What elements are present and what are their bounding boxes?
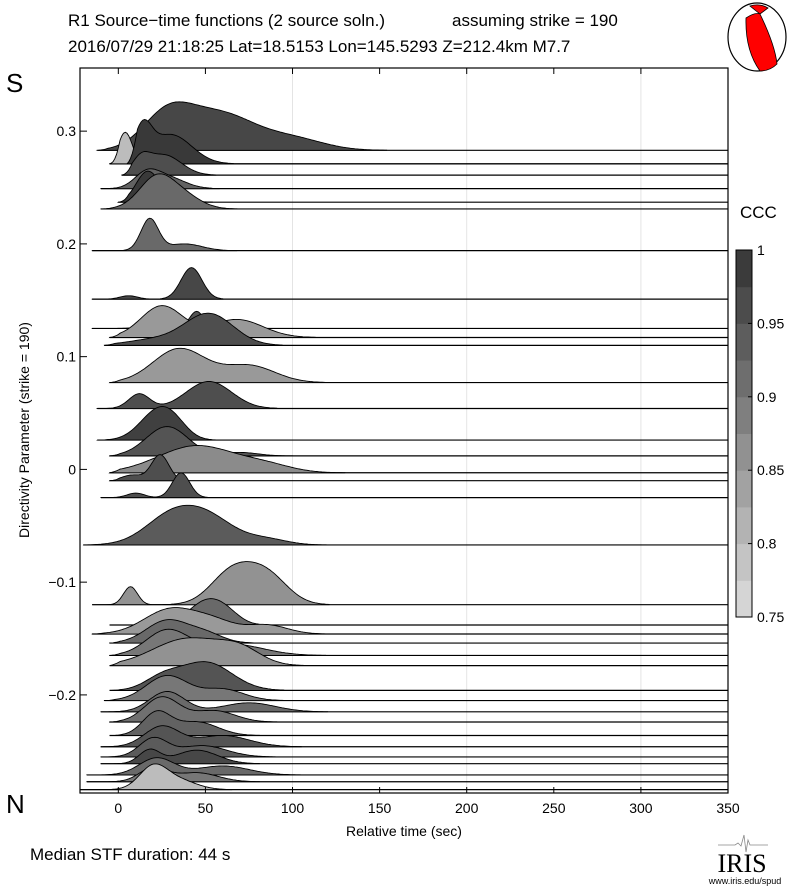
stf-trace xyxy=(108,347,728,384)
plot-frame xyxy=(79,67,729,794)
stf-trace xyxy=(103,312,728,346)
y-axis-label: Directivity Parameter (strike = 190) xyxy=(16,322,32,538)
trace-fill xyxy=(82,504,330,546)
trace-fill xyxy=(79,763,233,791)
x-tick-label: 0 xyxy=(114,800,122,816)
x-tick-label: 250 xyxy=(542,800,566,816)
x-tick-label: 150 xyxy=(368,800,392,816)
trace-fill xyxy=(108,619,259,644)
trace-fill xyxy=(121,151,217,176)
trace-fill xyxy=(91,267,224,300)
colorbar-title: CCC xyxy=(740,203,777,222)
colorbar-tick-label: 0.8 xyxy=(757,536,777,552)
stf-trace xyxy=(121,151,728,176)
chart-title-strike: assuming strike = 190 xyxy=(452,11,618,30)
trace-fill xyxy=(108,454,187,482)
beachball-icon xyxy=(727,2,787,72)
stf-trace xyxy=(100,748,728,765)
stf-trace xyxy=(109,710,728,737)
colorbar-tick-label: 1 xyxy=(757,242,765,258)
y-tick-label: 0.2 xyxy=(57,236,77,252)
north-label: N xyxy=(6,789,25,819)
y-tick-label: 0.1 xyxy=(57,349,77,365)
colorbar-band xyxy=(736,433,752,471)
stf-trace xyxy=(91,267,728,300)
x-tick-label: 300 xyxy=(629,800,653,816)
colorbar-tick-label: 0.9 xyxy=(757,389,777,405)
trace-fill xyxy=(103,674,287,701)
trace-fill xyxy=(86,757,302,776)
colorbar-frame xyxy=(735,249,753,618)
colorbar-tick-label: 0.85 xyxy=(757,462,784,478)
colorbar-band xyxy=(736,250,752,288)
colorbar-band xyxy=(736,323,752,361)
colorbar-tick-label: 0.75 xyxy=(757,609,784,625)
trace-fill xyxy=(95,381,278,409)
trace-fill xyxy=(103,312,283,346)
y-tick-label: 0.3 xyxy=(57,123,77,139)
y-tick-label: 0 xyxy=(68,461,76,477)
stf-trace xyxy=(91,217,728,252)
colorbar-band xyxy=(736,286,752,324)
colorbar-tick-label: 0.95 xyxy=(757,315,784,331)
x-tick-label: 100 xyxy=(281,800,305,816)
colorbar-band xyxy=(736,580,752,618)
median-duration: Median STF duration: 44 s xyxy=(30,845,230,864)
colorbar-band xyxy=(736,506,752,545)
colorbar-band xyxy=(736,360,752,398)
trace-fill xyxy=(100,748,260,765)
trace-fill xyxy=(91,217,238,252)
stf-trace xyxy=(103,674,728,702)
y-tick-label: −0.1 xyxy=(48,574,76,590)
stf-trace xyxy=(79,763,728,791)
colorbar-band xyxy=(736,470,752,508)
south-label: S xyxy=(6,68,23,98)
chart-title-line2: 2016/07/29 21:18:25 Lat=18.5153 Lon=145.… xyxy=(68,37,570,56)
x-tick-label: 50 xyxy=(198,800,214,816)
trace-fill xyxy=(100,472,208,499)
trace-fill xyxy=(100,173,238,210)
stf-trace xyxy=(82,504,728,546)
trace-fill xyxy=(108,347,328,384)
iris-logo: IRIS www.iris.edu/spud xyxy=(708,834,782,886)
stf-trace xyxy=(95,381,728,410)
x-tick-label: 350 xyxy=(716,800,740,816)
trace-fill xyxy=(109,710,260,736)
stf-trace xyxy=(100,173,728,210)
trace-fill xyxy=(109,637,304,667)
stf-trace xyxy=(108,454,728,482)
stf-trace xyxy=(100,472,728,499)
iris-logo-text: IRIS xyxy=(717,849,766,878)
stf-trace xyxy=(117,170,728,203)
x-tick-label: 200 xyxy=(455,800,479,816)
x-axis-label: Relative time (sec) xyxy=(346,823,462,839)
trace-fill xyxy=(92,561,330,606)
stf-trace xyxy=(108,445,728,474)
trace-fill xyxy=(96,406,217,441)
iris-logo-url: www.iris.edu/spud xyxy=(708,876,782,886)
stf-trace xyxy=(95,101,728,151)
stf-trace xyxy=(92,561,728,606)
y-tick-label: −0.2 xyxy=(48,687,76,703)
colorbar-band xyxy=(736,543,752,581)
seismogram-icon xyxy=(718,834,768,853)
chart-title-line1: R1 Source−time functions (2 source soln.… xyxy=(68,11,385,30)
stf-trace xyxy=(96,406,728,441)
colorbar-band xyxy=(736,396,752,434)
